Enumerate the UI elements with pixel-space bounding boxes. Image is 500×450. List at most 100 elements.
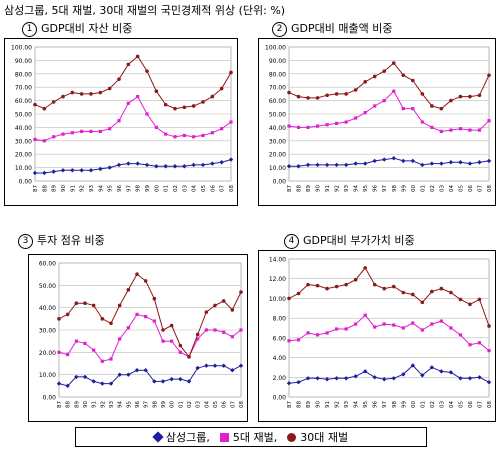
x-tick-label: 06: [222, 401, 228, 408]
data-point-top30: [372, 282, 377, 287]
data-point-top5: [196, 337, 200, 341]
data-point-top5: [392, 89, 396, 93]
data-point-samsung: [56, 381, 62, 386]
y-tick-label: 80.00: [15, 71, 32, 78]
x-tick-label: 98: [392, 401, 398, 408]
x-tick-label: 90: [61, 185, 67, 192]
data-point-top30: [363, 266, 367, 270]
data-point-samsung: [382, 377, 387, 382]
data-point-samsung: [410, 158, 416, 164]
x-tick-label: 08: [239, 401, 245, 408]
x-tick-label: 04: [449, 401, 455, 408]
x-tick-label: 90: [316, 401, 322, 408]
data-point-top5: [449, 326, 453, 330]
data-point-samsung: [98, 166, 103, 172]
data-point-top30: [449, 98, 453, 103]
x-tick-label: 91: [70, 185, 76, 192]
data-point-top30: [230, 308, 235, 312]
data-point-top5: [70, 131, 74, 135]
x-tick-label: 98: [136, 185, 142, 192]
y-tick-label: 50.00: [39, 283, 56, 290]
data-point-top5: [178, 350, 182, 354]
x-tick-label: 03: [196, 401, 202, 408]
y-tick-label: 0.00: [19, 179, 33, 186]
data-point-top30: [363, 80, 367, 84]
y-tick-label: 70.00: [269, 85, 286, 92]
data-point-top30: [411, 292, 415, 297]
y-tick-label: 60.00: [15, 98, 32, 105]
data-point-top30: [287, 296, 291, 301]
data-point-samsung: [221, 363, 226, 368]
data-point-samsung: [420, 373, 425, 378]
diamond-marker-icon: [152, 431, 164, 443]
data-point-top5: [61, 132, 65, 136]
data-point-top30: [449, 290, 453, 295]
data-point-top30: [325, 93, 329, 98]
x-tick-label: 93: [344, 401, 350, 408]
series-line-top30: [34, 55, 232, 110]
data-point-samsung: [439, 369, 444, 374]
data-point-top30: [61, 94, 65, 99]
x-tick-label: 99: [401, 401, 407, 408]
data-point-top30: [74, 301, 79, 305]
data-point-top5: [335, 121, 339, 125]
data-point-top5: [468, 128, 472, 132]
data-point-top30: [173, 106, 177, 111]
data-point-top5: [487, 119, 491, 123]
x-tick-label: 97: [382, 401, 388, 408]
data-point-top5: [296, 338, 301, 342]
data-point-top5: [354, 116, 358, 120]
data-point-top5: [487, 349, 491, 353]
x-tick-label: 01: [178, 401, 184, 408]
data-point-top30: [182, 105, 187, 110]
data-point-samsung: [65, 383, 70, 389]
panel-2-title: 2 GDP대비 매출액 비중: [272, 20, 392, 37]
data-point-samsung: [429, 365, 435, 370]
x-tick-label: 00: [411, 185, 417, 192]
x-tick-label: 95: [363, 401, 369, 408]
y-tick-label: 100.00: [11, 45, 32, 52]
x-tick-label: 99: [145, 185, 151, 192]
data-point-top30: [287, 90, 291, 95]
data-point-top30: [306, 96, 310, 100]
x-tick-label: 01: [164, 185, 170, 192]
data-point-top5: [468, 343, 472, 347]
legend-item-top5: 5대 재벌,: [219, 429, 277, 445]
x-tick-label: 07: [230, 401, 236, 408]
data-point-samsung: [135, 161, 140, 166]
y-tick-label: 0.00: [273, 179, 287, 186]
x-tick-label: 06: [468, 185, 474, 192]
data-point-top5: [118, 337, 122, 341]
data-point-top30: [161, 328, 165, 332]
data-point-top5: [439, 129, 443, 134]
x-tick-label: 03: [182, 185, 188, 192]
data-point-top5: [164, 132, 168, 136]
data-point-samsung: [70, 168, 75, 173]
data-point-top30: [401, 73, 406, 77]
data-point-top5: [449, 128, 453, 132]
data-point-samsung: [353, 374, 358, 379]
x-tick-label: 99: [401, 185, 407, 192]
data-point-top30: [145, 69, 149, 73]
data-point-samsung: [117, 372, 122, 377]
data-point-samsung: [477, 160, 482, 165]
data-point-samsung: [315, 376, 320, 381]
data-point-samsung: [79, 168, 84, 173]
data-point-samsung: [212, 363, 218, 368]
data-point-samsung: [42, 170, 47, 176]
x-tick-label: 06: [210, 185, 216, 192]
x-tick-label: 91: [325, 401, 331, 408]
data-point-samsung: [126, 161, 131, 166]
data-point-top30: [487, 73, 491, 77]
data-point-top5: [182, 133, 186, 138]
data-point-samsung: [116, 162, 122, 168]
data-point-samsung: [91, 379, 96, 384]
panel-1-title: 1 GDP대비 자산 비중: [22, 20, 132, 37]
x-tick-label: 89: [306, 401, 312, 408]
data-point-top5: [411, 321, 415, 325]
x-tick-label: 93: [109, 401, 115, 408]
data-point-top30: [57, 317, 61, 321]
data-point-top30: [296, 291, 301, 296]
data-point-samsung: [391, 376, 396, 381]
page-title: 삼성그룹, 5대 재벌, 30대 재벌의 국민경제적 위상 (단위: %): [4, 4, 286, 17]
